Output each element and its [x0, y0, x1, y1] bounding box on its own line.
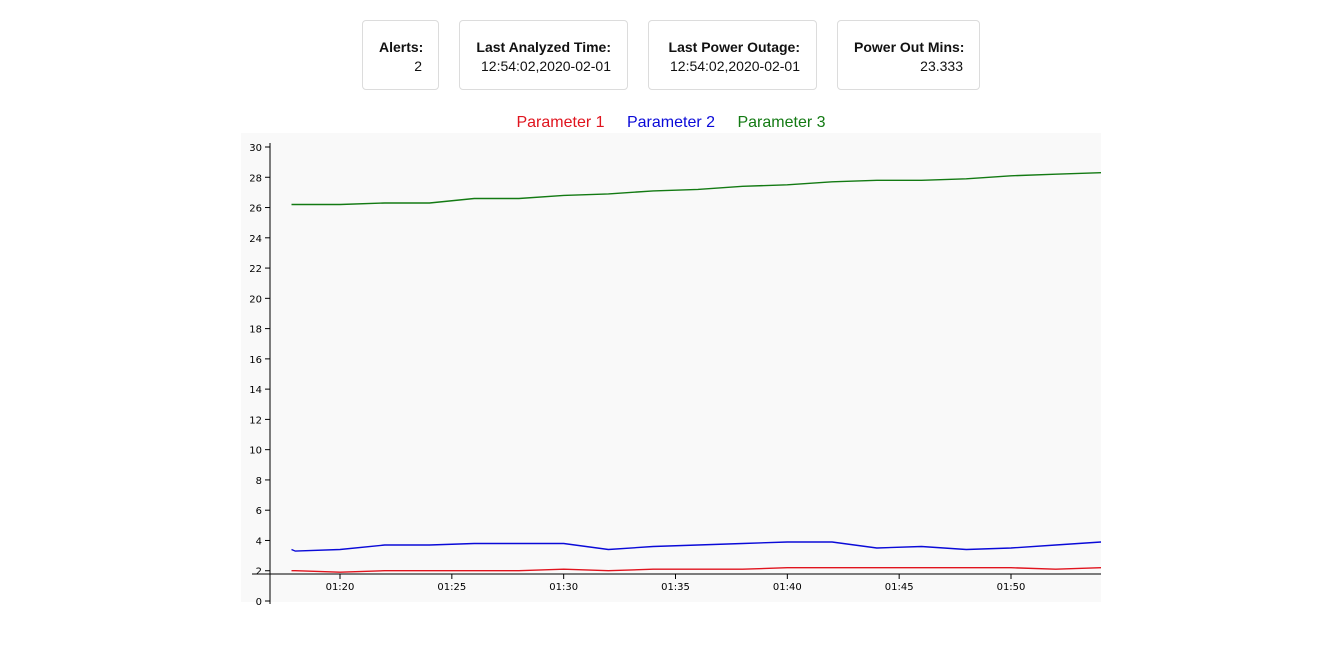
alerts-value: 2 — [414, 58, 422, 74]
y-tick-label-22: 22 — [249, 264, 262, 275]
series-line-parameter-3 — [291, 172, 1102, 206]
last-outage-card: Last Power Outage: 12:54:02,2020-02-01 — [648, 20, 817, 90]
y-tick-label-4: 4 — [256, 536, 262, 547]
chart-legend: Parameter 1 Parameter 2 Parameter 3 — [0, 113, 1342, 133]
y-tick-label-28: 28 — [249, 173, 262, 184]
alerts-card: Alerts: 2 — [362, 20, 439, 90]
y-tick-label-24: 24 — [249, 234, 262, 245]
x-tick-label-0120: 01:20 — [326, 582, 355, 593]
y-tick-label-10: 10 — [249, 446, 262, 457]
x-tick-label-0135: 01:35 — [661, 582, 690, 593]
y-tick-label-18: 18 — [249, 325, 262, 336]
power-out-mins-card: Power Out Mins: 23.333 — [837, 20, 980, 90]
legend-parameter-1[interactable]: Parameter 1 — [516, 114, 605, 131]
legend-parameter-2[interactable]: Parameter 2 — [626, 114, 716, 131]
y-tick-label-6: 6 — [256, 506, 262, 517]
y-tick-label-20: 20 — [249, 294, 262, 305]
x-tick-label-0145: 01:45 — [885, 582, 914, 593]
y-tick-label-8: 8 — [256, 476, 262, 487]
power-out-mins-label: Power Out Mins: — [854, 39, 965, 55]
last-analyzed-label: Last Analyzed Time: — [476, 39, 611, 55]
y-tick-label-2: 2 — [256, 567, 262, 578]
y-tick-label-14: 14 — [249, 385, 262, 396]
y-tick-label-16: 16 — [249, 355, 262, 366]
y-tick-label-26: 26 — [249, 204, 262, 215]
power-out-mins-value: 23.333 — [920, 58, 963, 74]
series-line-parameter-2 — [291, 541, 1102, 552]
plot-background — [241, 133, 1101, 602]
x-tick-label-0150: 01:50 — [997, 582, 1026, 593]
x-tick-label-0140: 01:40 — [773, 582, 802, 593]
last-outage-label: Last Power Outage: — [668, 39, 800, 55]
x-tick-label-0130: 01:30 — [549, 582, 578, 593]
last-analyzed-value: 12:54:02,2020-02-01 — [481, 58, 611, 74]
x-tick-label-0125: 01:25 — [437, 582, 466, 593]
y-tick-label-12: 12 — [249, 415, 262, 426]
legend-parameter-3[interactable]: Parameter 3 — [737, 114, 826, 131]
last-analyzed-card: Last Analyzed Time: 12:54:02,2020-02-01 — [459, 20, 628, 90]
y-tick-label-0: 0 — [256, 597, 262, 608]
series-line-parameter-1 — [291, 567, 1102, 573]
alerts-label: Alerts: — [379, 39, 424, 55]
y-tick-label-30: 30 — [249, 143, 262, 154]
last-outage-value: 12:54:02,2020-02-01 — [670, 58, 800, 74]
